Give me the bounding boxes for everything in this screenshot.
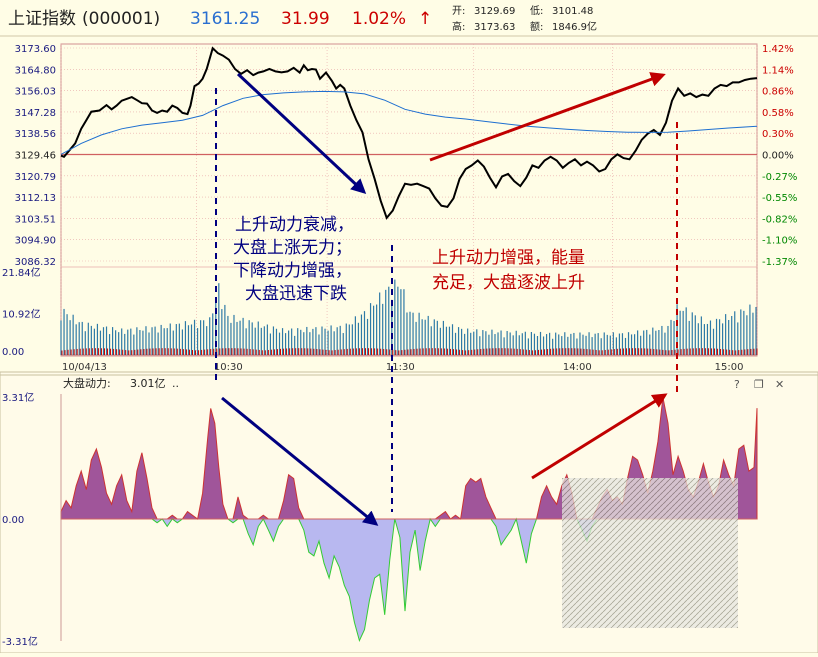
price-line <box>60 46 758 220</box>
low-label: 低: <box>530 4 543 17</box>
annotation-left: 上升动力衰减， 大盘上涨无力； 下降动力增强， 大盘迅速下跌 <box>233 215 354 304</box>
amount-value: 1846.9亿 <box>552 20 597 33</box>
annotation-left-line-2: 大盘上涨无力； <box>233 238 352 258</box>
y-tick-right: -0.55% <box>762 193 797 204</box>
y-tick-right: 0.58% <box>762 108 794 119</box>
price-change: 31.99 <box>281 9 330 29</box>
low-value: 3101.48 <box>552 6 593 17</box>
down-arrow-1 <box>236 72 367 195</box>
annotation-left-line-1: 上升动力衰减， <box>235 215 354 235</box>
indicator-tick: -3.31亿 <box>2 635 38 648</box>
average-line <box>60 90 758 155</box>
header: 上证指数 (000001) 3161.25 31.99 1.02% ↑ 开: 3… <box>0 0 818 37</box>
x-tick: 10/04/13 <box>62 362 107 373</box>
annotation-left-line-4: 大盘迅速下跌 <box>245 284 347 304</box>
y-tick-right: 0.30% <box>762 129 794 140</box>
y-tick-left: 3103.51 <box>15 214 56 225</box>
y-tick-left: 3120.79 <box>15 172 56 183</box>
open-value: 3129.69 <box>474 6 515 17</box>
current-price: 3161.25 <box>190 9 260 29</box>
y-tick-left: 3086.32 <box>15 257 56 268</box>
open-label: 开: <box>452 6 465 17</box>
restore-button[interactable]: ❐ <box>754 378 764 391</box>
up-arrow-icon: ↑ <box>418 9 432 29</box>
annotation-right: 上升动力增强，能量 充足，大盘逐波上升 <box>432 248 585 293</box>
y-tick-left: 3147.28 <box>15 108 56 119</box>
volume-tick: 10.92亿 <box>2 308 41 321</box>
y-tick-right: -1.10% <box>762 236 797 247</box>
y-tick-right: -0.27% <box>762 172 797 183</box>
indicator-title: 大盘动力: <box>63 376 111 390</box>
x-tick: 15:00 <box>715 362 744 373</box>
y-tick-left: 3164.80 <box>15 65 56 76</box>
axis-tick-labels: 3173.60 1.42% 3164.80 1.14% 3156.03 0.86% 3147… <box>2 44 797 648</box>
indicator-suffix: .. <box>172 377 179 390</box>
y-tick-left: 3112.13 <box>15 193 56 204</box>
grid-lines <box>60 44 758 356</box>
annotation-right-line-1: 上升动力增强，能量 <box>432 248 585 268</box>
y-tick-right: 0.00% <box>762 151 794 162</box>
volume-tick: 21.84亿 <box>2 266 41 279</box>
volume-bars <box>60 279 758 355</box>
index-code: (000001) <box>82 9 160 29</box>
y-tick-right: 0.86% <box>762 87 794 98</box>
high-value: 3173.63 <box>474 22 515 33</box>
annotation-right-line-2: 充足，大盘逐波上升 <box>432 273 585 293</box>
volume-tick: 0.00 <box>2 347 24 358</box>
noise-overlay <box>562 478 738 628</box>
y-tick-left: 3094.90 <box>15 236 56 247</box>
help-button[interactable]: ? <box>734 378 740 391</box>
y-tick-left: 3173.60 <box>15 44 56 55</box>
y-tick-left: 3156.03 <box>15 87 56 98</box>
y-tick-left: 3138.56 <box>15 129 56 140</box>
amount-label: 额: <box>530 20 543 33</box>
up-arrow-1 <box>429 72 666 162</box>
y-tick-right: -0.82% <box>762 214 797 225</box>
x-tick: 11:30 <box>386 362 415 373</box>
up-arrow-2 <box>531 393 668 480</box>
annotation-left-line-3: 下降动力增强， <box>233 261 352 281</box>
y-tick-right: 1.14% <box>762 65 794 76</box>
close-button[interactable]: ✕ <box>775 378 784 391</box>
indicator-tick: 3.31亿 <box>2 391 34 404</box>
price-lines <box>60 46 758 220</box>
indicator-value: 3.01亿 <box>130 377 166 390</box>
index-name: 上证指数 <box>8 9 76 29</box>
y-tick-right: 1.42% <box>762 44 794 55</box>
y-tick-left: 3129.46 <box>15 151 56 162</box>
indicator-tick: 0.00 <box>2 515 24 526</box>
y-tick-right: -1.37% <box>762 257 797 268</box>
down-arrow-2 <box>221 396 379 526</box>
x-tick: 10:30 <box>214 362 243 373</box>
high-label: 高: <box>452 20 465 33</box>
percent-change: 1.02% <box>352 9 406 29</box>
x-tick: 14:00 <box>563 362 592 373</box>
